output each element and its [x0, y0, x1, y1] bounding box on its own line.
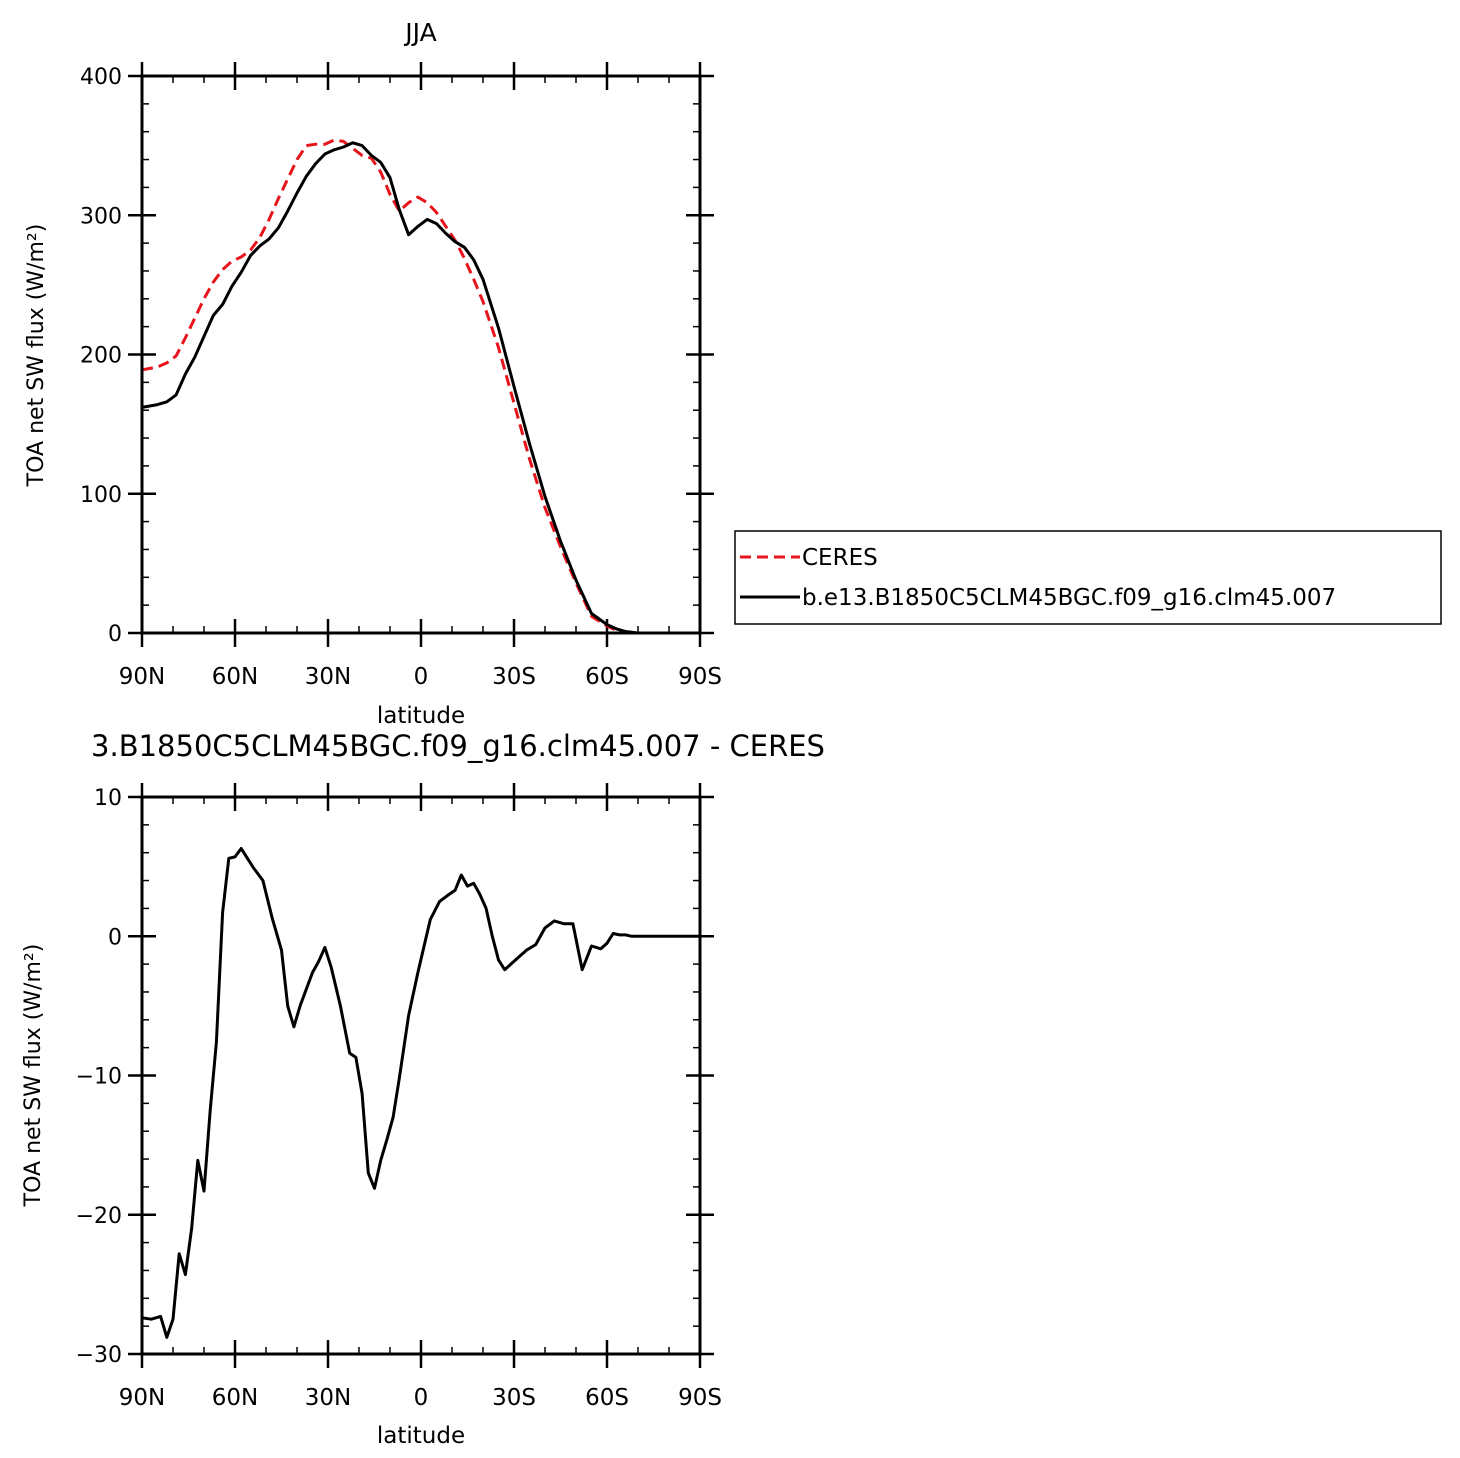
bottom-x-tick-label: 0 — [414, 1385, 429, 1411]
top-x-tick-label: 0 — [414, 664, 429, 690]
top-y-tick-label: 100 — [80, 483, 122, 508]
bottom-x-ticks: 90N 60N 30N 0 30S 60S 90S — [119, 783, 722, 1411]
top-plot-frame — [140, 74, 702, 635]
top-series-ceres-line — [141, 138, 700, 635]
bottom-x-tick-label: 60S — [585, 1385, 629, 1411]
bottom-x-tick-label: 30N — [305, 1385, 351, 1411]
bottom-y-tick-label: 10 — [94, 786, 122, 811]
top-title: JJA — [403, 18, 436, 47]
top-x-ticks: 90N 60N 30N 0 30S 60S 90S — [119, 62, 722, 690]
top-y-ticks: 0 100 200 300 400 — [80, 65, 714, 647]
bottom-series-layer — [141, 847, 700, 1339]
top-y-axis-label: TOA net SW flux (W/m²) — [24, 224, 49, 488]
bottom-x-tick-label: 60N — [212, 1385, 258, 1411]
bottom-x-tick-label: 30S — [492, 1385, 536, 1411]
legend-box — [734, 530, 1442, 625]
top-x-tick-label: 90S — [678, 664, 722, 690]
top-y-tick-label: 200 — [80, 344, 122, 369]
top-panel: JJA 0 100 200 300 400 90N 60N 30N 0 30S 60S 90S la… — [24, 18, 722, 729]
bottom-x-tick-label: 90S — [678, 1385, 722, 1411]
bottom-y-tick-label: 0 — [108, 925, 122, 950]
top-x-tick-label: 60S — [585, 664, 629, 690]
top-x-tick-label: 90N — [119, 664, 165, 690]
top-series-layer — [141, 138, 700, 635]
top-x-tick-label: 30S — [492, 664, 536, 690]
top-series-model-line — [141, 141, 700, 635]
bottom-y-tick-label: −20 — [76, 1204, 122, 1229]
top-x-tick-label: 60N — [212, 664, 258, 690]
top-y-tick-label: 0 — [108, 622, 122, 647]
legend-ceres-label: CERES — [802, 545, 878, 571]
bottom-plot-frame — [140, 795, 702, 1356]
bottom-series-model-line — [141, 847, 700, 1339]
top-x-axis-label: latitude — [377, 703, 465, 729]
bottom-panel: 3.B1850C5CLM45BGC.f09_g16.clm45.007 - CE… — [21, 729, 825, 1449]
bottom-y-axis-label: TOA net SW flux (W/m²) — [21, 944, 46, 1208]
legend-model-label: b.e13.B1850C5CLM45BGC.f09_g16.clm45.007 — [802, 585, 1336, 611]
bottom-y-tick-label: −10 — [76, 1065, 122, 1090]
bottom-x-tick-label: 90N — [119, 1385, 165, 1411]
bottom-y-ticks: −30 −20 −10 0 10 — [76, 786, 714, 1368]
top-x-tick-label: 30N — [305, 664, 351, 690]
top-y-tick-label: 300 — [80, 204, 122, 229]
legend: CERES b.e13.B1850C5CLM45BGC.f09_g16.clm4… — [734, 530, 1442, 625]
bottom-x-axis-label: latitude — [377, 1423, 465, 1449]
top-y-tick-label: 400 — [80, 65, 122, 90]
bottom-title: 3.B1850C5CLM45BGC.f09_g16.clm45.007 - CE… — [91, 729, 825, 763]
bottom-y-tick-label: −30 — [76, 1343, 122, 1368]
